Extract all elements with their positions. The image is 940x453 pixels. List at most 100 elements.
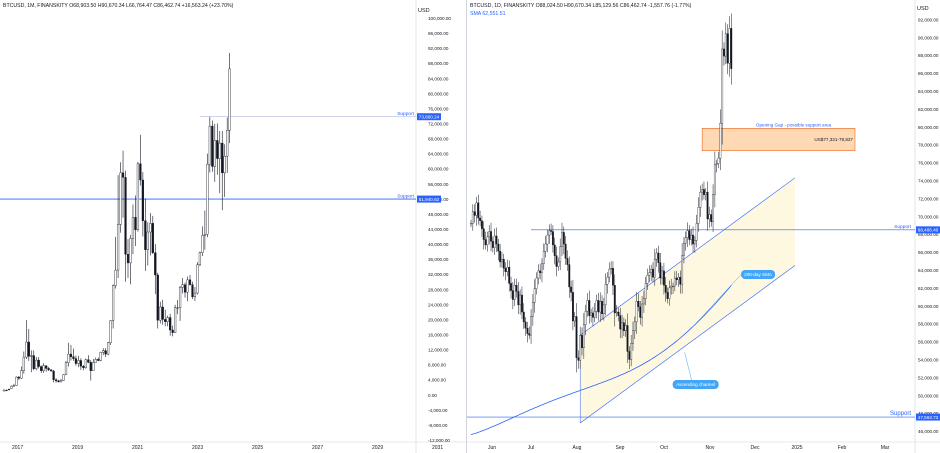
candle-body xyxy=(653,259,656,278)
candle-body xyxy=(37,359,40,367)
x-tick-label: 2023 xyxy=(192,445,203,451)
x-tick-label: 2025 xyxy=(252,445,263,451)
y-tick-label: 76,000.00 xyxy=(918,161,939,166)
y-tick-label: 56,000.00 xyxy=(918,340,939,345)
y-tick-label: 78,000.00 xyxy=(918,143,939,148)
y-tick-label: 84,000.00 xyxy=(918,89,939,94)
y-tick-label: 92,000.00 xyxy=(918,17,939,22)
y-tick-label: -12,000.00 xyxy=(428,438,450,443)
channel-fill xyxy=(580,177,795,423)
candle-body xyxy=(642,298,645,305)
price-badge-label: 47,563.73 xyxy=(918,415,939,420)
candle-body xyxy=(102,350,105,353)
candle-body xyxy=(183,284,187,293)
candle-body xyxy=(139,163,142,181)
candle-body xyxy=(510,283,512,291)
candle-body xyxy=(515,285,518,292)
y-tick-label: 40,000.00 xyxy=(428,242,449,247)
candle-body xyxy=(84,359,87,368)
channel-upper-line xyxy=(580,177,796,336)
candle-body xyxy=(82,365,85,368)
support-label: Support xyxy=(397,194,414,200)
y-tick-label: 48,000.00 xyxy=(428,212,449,217)
candle-body xyxy=(708,214,711,220)
candle-body xyxy=(715,163,718,165)
candle-body xyxy=(528,333,531,336)
candle-body xyxy=(581,335,583,349)
y-tick-label: 44,000.00 xyxy=(428,227,449,232)
candle-body xyxy=(639,306,642,318)
x-tick-label: Feb xyxy=(838,445,847,451)
callout-bubble xyxy=(672,380,719,390)
candle-body xyxy=(62,374,65,381)
candle-body xyxy=(15,376,18,386)
candle-body xyxy=(486,236,489,246)
candle-body xyxy=(159,306,162,321)
candle-body xyxy=(89,362,92,371)
candle-body xyxy=(59,380,63,383)
candle-body xyxy=(213,140,216,167)
candle-body xyxy=(544,243,547,252)
candle-body xyxy=(690,234,693,240)
daily-chart[interactable]: 46,000.0048,000.0050,000.0052,000.0054,0… xyxy=(467,0,940,453)
symbol-header: BTCUSD, 1M, FINANSKITY O68,903.50 H90,67… xyxy=(3,3,234,9)
y-tick-label: -8,000.00 xyxy=(428,423,448,428)
candle-body xyxy=(54,379,58,382)
candle-body xyxy=(681,255,684,285)
monthly-chart[interactable]: -12,000.00 -8,000.00 -4,000.00 0.00 4,000.00… xyxy=(0,0,466,453)
candle-body xyxy=(688,230,691,240)
candle-body xyxy=(693,240,696,245)
candle-body xyxy=(517,291,520,306)
y-tick-label: 66,000.00 xyxy=(918,250,939,255)
candle-body xyxy=(632,330,634,344)
candle-body xyxy=(94,359,97,363)
candle-body xyxy=(477,202,480,219)
y-tick-label: 64,000.00 xyxy=(918,268,939,273)
candle-body xyxy=(27,341,30,357)
candle-body xyxy=(570,286,573,293)
candle-body xyxy=(470,223,472,225)
candle-body xyxy=(602,304,605,315)
y-tick-label: 100,000.00 xyxy=(428,16,451,21)
candle-body xyxy=(535,277,538,289)
channel-lower-line xyxy=(580,265,796,424)
candle-body xyxy=(99,352,102,361)
candle-body xyxy=(475,202,478,216)
candle-body xyxy=(586,300,589,312)
x-tick-label: Jul xyxy=(528,445,534,451)
price-badge xyxy=(916,413,940,421)
y-tick-label: 50,000.00 xyxy=(918,393,939,398)
candle-body xyxy=(484,239,487,246)
candle-body xyxy=(502,259,505,269)
candle-body xyxy=(480,220,483,229)
callout-text: Ascending channel xyxy=(676,382,715,387)
candle-body xyxy=(644,283,647,299)
candle-body xyxy=(704,191,707,195)
candle-body xyxy=(650,268,653,273)
candle-body xyxy=(597,300,600,313)
x-tick-label: Dec xyxy=(751,445,760,451)
candle-body xyxy=(526,327,529,334)
candle-body xyxy=(717,157,720,164)
candle-body xyxy=(211,125,214,167)
y-tick-label: 60,000.00 xyxy=(428,167,449,172)
y-tick-label: 8,000.00 xyxy=(428,363,446,368)
candle-body xyxy=(206,163,209,235)
candle-body xyxy=(712,194,714,222)
candle-body xyxy=(593,310,596,318)
price-badge-label: 51,940.62 xyxy=(419,197,440,202)
x-tick-label: 2021 xyxy=(132,445,143,451)
candle-body xyxy=(703,189,705,195)
candle-body xyxy=(537,270,540,279)
candle-body xyxy=(40,366,43,371)
candle-body xyxy=(87,359,90,363)
candle-body xyxy=(12,385,16,387)
candle-body xyxy=(577,357,580,361)
x-tick-label: Oct xyxy=(660,445,668,451)
candle-body xyxy=(50,369,53,372)
candle-body xyxy=(606,276,609,285)
candle-body xyxy=(493,235,496,248)
candle-body xyxy=(635,301,638,323)
candle-body xyxy=(550,230,553,232)
candle-body xyxy=(181,284,184,288)
